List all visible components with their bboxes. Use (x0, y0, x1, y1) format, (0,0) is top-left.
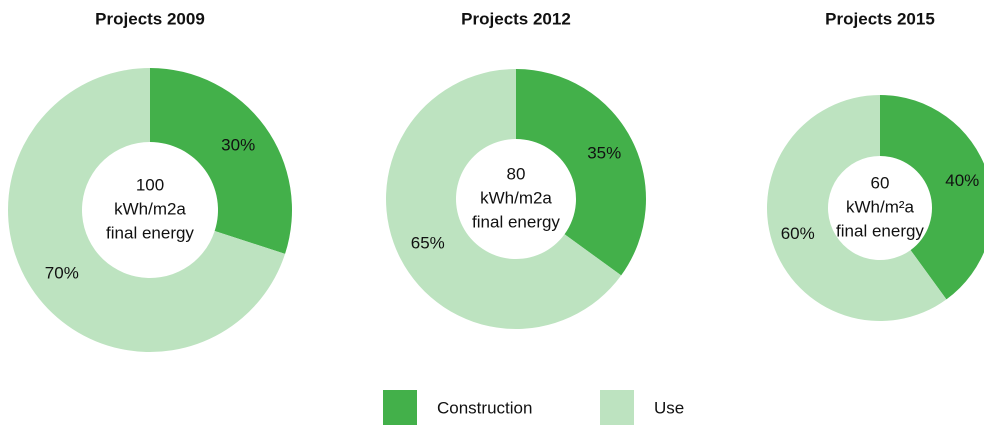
legend-swatch (600, 390, 634, 425)
center-note: final energy (106, 223, 194, 242)
chart-title: Projects 2012 (461, 9, 571, 28)
chart-title: Projects 2015 (825, 9, 935, 28)
pie-slice (880, 95, 984, 300)
center-note: final energy (836, 221, 924, 240)
center-note: final energy (472, 212, 560, 231)
data-label: 60% (781, 224, 815, 243)
data-label: 30% (221, 135, 255, 154)
legend-swatch (383, 390, 417, 425)
pie-slice (766, 95, 947, 321)
pie-slice (150, 68, 292, 254)
legend-label: Use (654, 398, 684, 417)
center-value: 60 (871, 173, 890, 192)
pie-slice (385, 69, 622, 329)
data-label: 40% (945, 171, 979, 190)
center-value: 80 (507, 164, 526, 183)
data-label: 35% (587, 144, 621, 163)
center-unit: kWh/m2a (480, 188, 552, 207)
center-value: 100 (136, 175, 164, 194)
pie-slice (516, 69, 646, 276)
chart-title: Projects 2009 (95, 9, 205, 28)
data-label: 70% (45, 264, 79, 283)
center-unit: kWh/m²a (846, 197, 915, 216)
pie-slice (8, 68, 286, 352)
data-label: 65% (411, 233, 445, 252)
legend-label: Construction (437, 398, 532, 417)
center-unit: kWh/m2a (114, 199, 186, 218)
